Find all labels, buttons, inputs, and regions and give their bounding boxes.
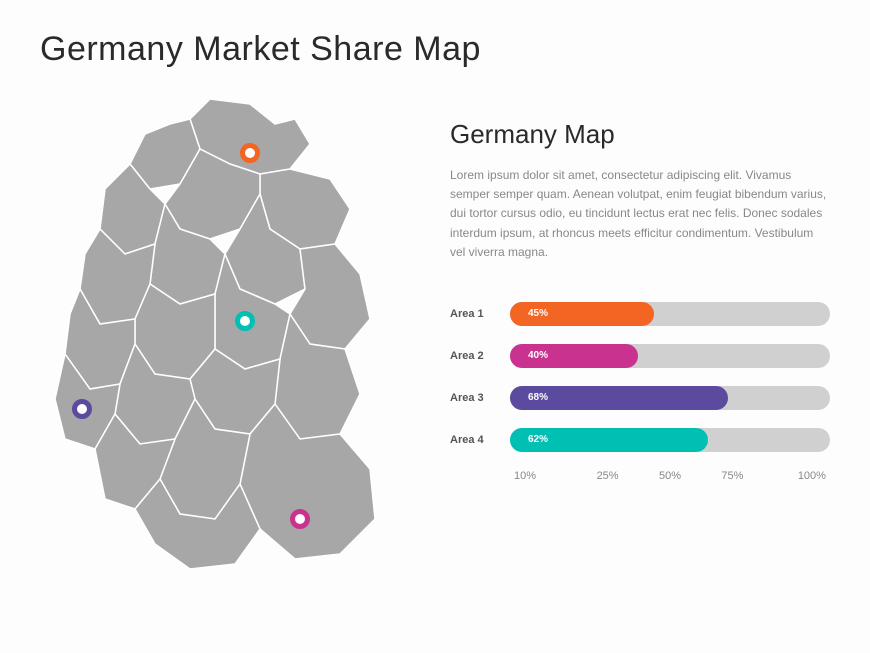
x-axis: 10%25%50%75%100% <box>510 470 830 482</box>
map-container <box>40 89 420 579</box>
bar-label: Area 2 <box>450 350 510 362</box>
bar-track: 68% <box>510 386 830 410</box>
bar-track: 40% <box>510 344 830 368</box>
axis-tick: 75% <box>701 470 763 482</box>
bar-label: Area 4 <box>450 434 510 446</box>
germany-map <box>40 89 420 579</box>
bar-fill: 62% <box>510 428 708 452</box>
marker-center <box>235 311 255 331</box>
page-title: Germany Market Share Map <box>40 30 830 69</box>
marker-north <box>240 143 260 163</box>
slide: Germany Market Share Map Germany Map Lor… <box>0 0 870 653</box>
bar-track: 62% <box>510 428 830 452</box>
axis-tick: 100% <box>764 470 826 482</box>
bar-label: Area 1 <box>450 308 510 320</box>
bar-fill: 68% <box>510 386 728 410</box>
section-title: Germany Map <box>450 119 830 150</box>
bar-row: Area 368% <box>450 386 830 410</box>
bar-label: Area 3 <box>450 392 510 404</box>
bar-fill: 40% <box>510 344 638 368</box>
bar-row: Area 240% <box>450 344 830 368</box>
axis-tick: 25% <box>576 470 638 482</box>
bar-row: Area 462% <box>450 428 830 452</box>
bar-fill: 45% <box>510 302 654 326</box>
bar-chart: Area 145% Area 240% Area 368% Area 462% 10%… <box>450 302 830 482</box>
marker-west <box>72 399 92 419</box>
description-text: Lorem ipsum dolor sit amet, consectetur … <box>450 166 830 262</box>
bar-track: 45% <box>510 302 830 326</box>
axis-tick: 50% <box>639 470 701 482</box>
bar-row: Area 145% <box>450 302 830 326</box>
axis-tick: 10% <box>514 470 576 482</box>
content-row: Germany Map Lorem ipsum dolor sit amet, … <box>40 89 830 579</box>
right-panel: Germany Map Lorem ipsum dolor sit amet, … <box>450 89 830 579</box>
marker-south <box>290 509 310 529</box>
